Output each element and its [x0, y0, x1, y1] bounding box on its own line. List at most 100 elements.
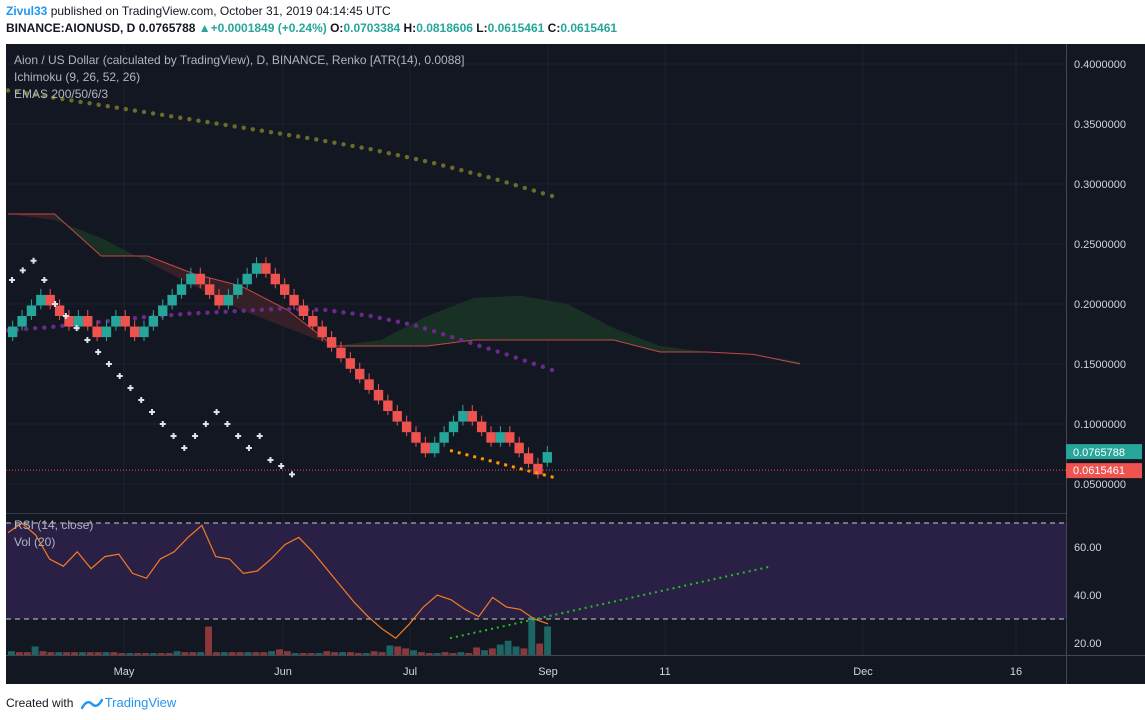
parabolic-sar	[9, 257, 295, 478]
renko-brick	[120, 316, 130, 327]
volume-bar	[386, 645, 394, 655]
ichimoku-legend[interactable]: Ichimoku (9, 26, 52, 26)	[14, 70, 140, 84]
volume-bar	[536, 643, 544, 655]
grid	[6, 44, 1066, 655]
sar-cross	[202, 421, 209, 427]
price-scale[interactable]	[1066, 44, 1145, 655]
renko-brick	[495, 432, 506, 443]
sar-cross	[116, 373, 123, 379]
renko-brick	[261, 263, 271, 274]
volume-bar	[315, 653, 323, 655]
price-tick-label: 0.4000000	[1074, 59, 1126, 71]
ema200-dot	[205, 119, 210, 125]
up-arrow-icon: ▲	[198, 21, 211, 35]
ema200-dot	[441, 163, 446, 168]
renko-brick	[523, 453, 534, 464]
volume-bar	[378, 652, 386, 655]
rsi-tick-label: 20.00	[1074, 638, 1102, 650]
cloud-segment	[147, 256, 195, 286]
rsi-line	[7, 522, 549, 639]
sar-cross	[149, 409, 155, 415]
ema200-dot	[341, 142, 346, 147]
ema200-dot	[42, 93, 47, 99]
ema200-dot	[268, 129, 274, 135]
renko-brick	[383, 400, 393, 412]
time-tick-label: Jul	[403, 666, 417, 678]
footer: Created with TradingView	[6, 695, 176, 710]
ema200-dot	[295, 134, 301, 139]
ema200-dot	[277, 131, 283, 136]
volume-bar	[441, 652, 449, 655]
tradingview-brand[interactable]: TradingView	[104, 695, 177, 710]
volume-bar	[8, 651, 15, 655]
sar-cross	[278, 463, 285, 469]
sar-cross	[62, 313, 69, 319]
ema50-dot	[549, 367, 555, 373]
ema200-dot	[395, 152, 401, 158]
ema-legend[interactable]: EMAS 200/50/6/3	[14, 87, 108, 101]
ema200-dot	[33, 92, 38, 97]
ema50-dot	[169, 312, 174, 318]
ema200-dot	[5, 88, 11, 93]
volume-bar	[347, 652, 354, 655]
ema50-dot	[60, 323, 65, 329]
sar-cross	[245, 445, 252, 451]
sar-cross	[138, 397, 145, 403]
renko-brick	[223, 294, 234, 306]
renko-brick	[242, 273, 252, 285]
ema50-dot	[513, 355, 518, 360]
renko-brick	[129, 326, 140, 338]
volume-bar	[496, 644, 504, 655]
renko-brick	[233, 284, 243, 295]
volume-bar	[362, 653, 370, 655]
ema200-dot	[495, 177, 500, 182]
ema50-dot	[196, 310, 201, 316]
volume-bar	[425, 653, 433, 655]
volume-legend[interactable]: Vol (20)	[14, 535, 55, 549]
renko-brick	[167, 294, 177, 306]
ema200-dot	[96, 102, 101, 108]
volume-bar	[323, 651, 331, 655]
volume-bar	[354, 653, 362, 655]
renko-brick	[298, 305, 309, 316]
rsi-trendline	[449, 565, 773, 640]
ema200-dot	[377, 148, 382, 154]
renko-brick	[345, 358, 356, 369]
ema50-dot	[486, 346, 491, 351]
ema200-dot	[105, 104, 110, 109]
main-pane[interactable]	[6, 44, 1066, 513]
volume-bar	[212, 652, 220, 655]
last-price-badge-text: 0.0765788	[1073, 447, 1125, 459]
ema200-dot	[123, 106, 129, 112]
renko-brick	[204, 284, 215, 295]
ema200-dot	[305, 135, 310, 141]
ema50-dot	[422, 326, 428, 331]
renko-brick	[54, 305, 65, 316]
ema50-dot	[223, 309, 228, 314]
price-tick-label: 0.1500000	[1074, 359, 1126, 371]
time-scale[interactable]	[6, 656, 1145, 684]
time-tick-label: Sep	[538, 666, 558, 678]
high-value: 0.0818606	[416, 21, 473, 35]
ema200-dot	[359, 145, 364, 150]
renko-brick	[448, 421, 459, 433]
rsi-legend[interactable]: RSI (14, close)	[14, 518, 93, 532]
volume-bar	[134, 653, 142, 655]
volume-bar	[86, 652, 94, 655]
ema50-dot	[504, 352, 509, 357]
sar-cross	[95, 349, 102, 355]
close-price-badge-text: 0.0615461	[1073, 465, 1125, 477]
author-link[interactable]: Zivul33	[6, 4, 48, 18]
ema200-dot	[468, 170, 473, 175]
volume-bar	[102, 652, 110, 655]
cloud-segment	[473, 295, 521, 340]
renko-brick	[26, 305, 37, 316]
renko-bricks	[8, 257, 552, 479]
time-tick-label: Jun	[274, 666, 292, 678]
ema50-dot	[441, 332, 446, 337]
renko-brick	[289, 294, 299, 306]
ema200-dot	[323, 138, 328, 144]
rsi-tick-label: 60.00	[1074, 542, 1102, 554]
ema50-dot	[404, 321, 410, 326]
